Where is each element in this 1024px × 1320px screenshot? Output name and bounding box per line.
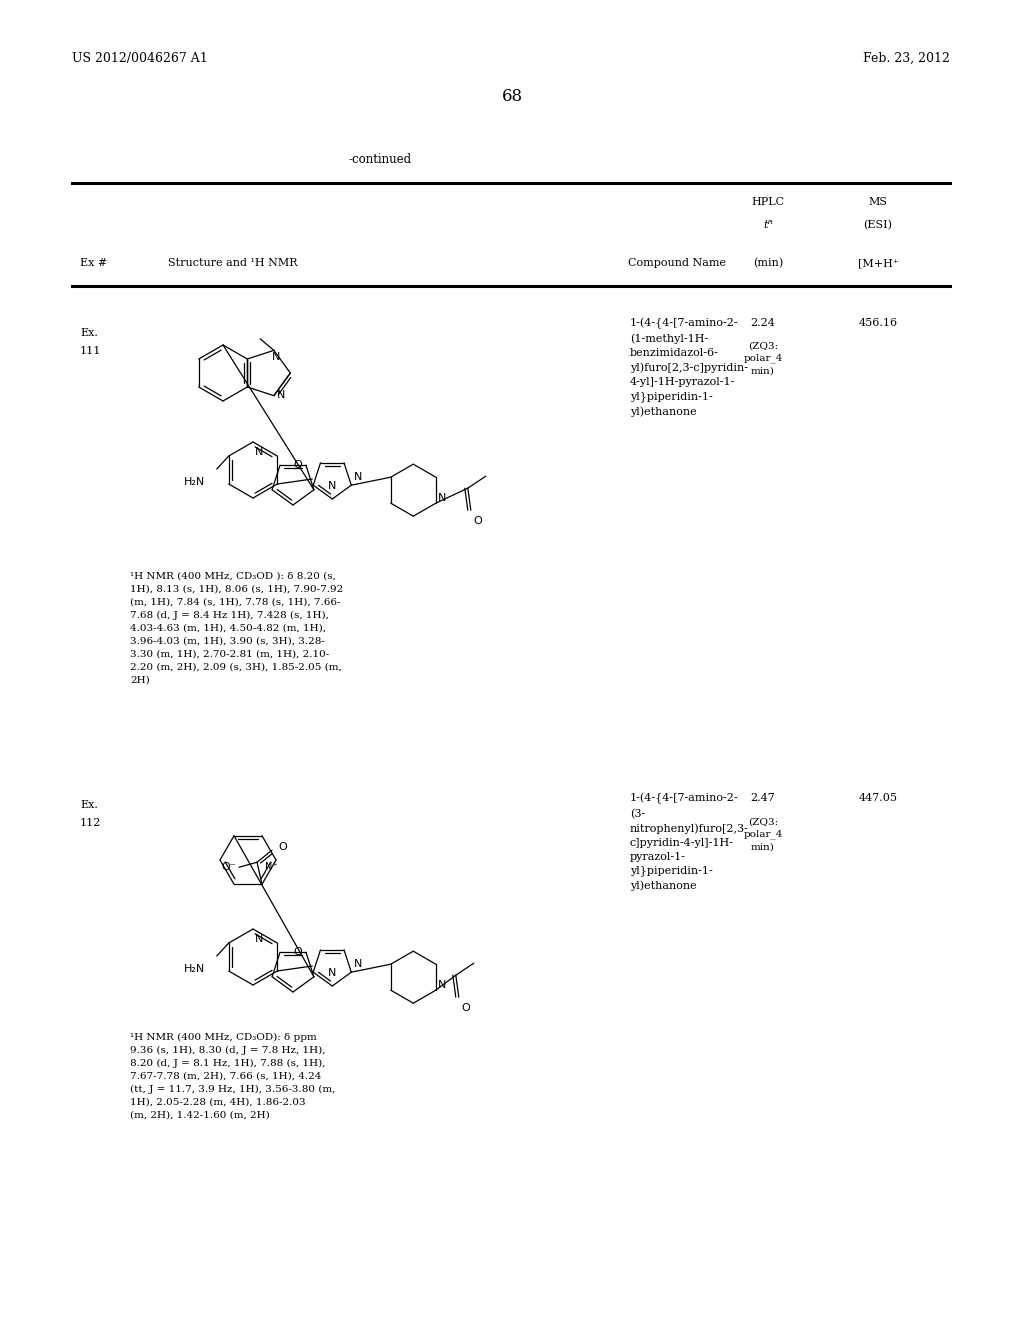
Text: 1-(4-{4-[7-amino-2-
(1-methyl-1H-
benzimidazol-6-
yl)furo[2,3-c]pyridin-
4-yl]-1: 1-(4-{4-[7-amino-2- (1-methyl-1H- benzim… [630, 318, 748, 417]
Text: HPLC: HPLC [752, 197, 784, 207]
Text: [M+H⁺: [M+H⁺ [858, 257, 898, 268]
Text: 2H): 2H) [130, 676, 150, 685]
Text: 456.16: 456.16 [858, 318, 898, 327]
Text: 1H), 2.05-2.28 (m, 4H), 1.86-2.03: 1H), 2.05-2.28 (m, 4H), 1.86-2.03 [130, 1098, 305, 1107]
Text: N: N [255, 447, 263, 457]
Text: -continued: -continued [348, 153, 412, 166]
Text: 111: 111 [80, 346, 101, 356]
Text: tᴿ: tᴿ [763, 220, 773, 230]
Text: N: N [255, 935, 263, 944]
Text: Ex.: Ex. [80, 327, 98, 338]
Text: N: N [438, 981, 446, 990]
Text: 1-(4-{4-[7-amino-2-
(3-
nitrophenyl)furo[2,3-
c]pyridin-4-yl]-1H-
pyrazol-1-
yl}: 1-(4-{4-[7-amino-2- (3- nitrophenyl)furo… [630, 793, 749, 891]
Text: N: N [354, 473, 362, 482]
Text: N: N [438, 494, 446, 503]
Text: 1H), 8.13 (s, 1H), 8.06 (s, 1H), 7.90-7.92: 1H), 8.13 (s, 1H), 8.06 (s, 1H), 7.90-7.… [130, 585, 343, 594]
Text: O: O [293, 948, 302, 957]
Text: N: N [271, 352, 281, 363]
Text: (tt, J = 11.7, 3.9 Hz, 1H), 3.56-3.80 (m,: (tt, J = 11.7, 3.9 Hz, 1H), 3.56-3.80 (m… [130, 1085, 336, 1094]
Text: (m, 2H), 1.42-1.60 (m, 2H): (m, 2H), 1.42-1.60 (m, 2H) [130, 1111, 269, 1119]
Text: MS: MS [868, 197, 888, 207]
Text: 112: 112 [80, 818, 101, 828]
Text: O: O [278, 842, 287, 853]
Text: O⁻: O⁻ [221, 862, 236, 873]
Text: N⁺: N⁺ [265, 862, 278, 873]
Text: Ex #: Ex # [80, 257, 108, 268]
Text: 2.20 (m, 2H), 2.09 (s, 3H), 1.85-2.05 (m,: 2.20 (m, 2H), 2.09 (s, 3H), 1.85-2.05 (m… [130, 663, 342, 672]
Text: Ex.: Ex. [80, 800, 98, 810]
Text: 4.03-4.63 (m, 1H), 4.50-4.82 (m, 1H),: 4.03-4.63 (m, 1H), 4.50-4.82 (m, 1H), [130, 624, 326, 634]
Text: 68: 68 [502, 88, 522, 106]
Text: 447.05: 447.05 [858, 793, 897, 803]
Text: N: N [276, 389, 286, 400]
Text: O: O [474, 516, 482, 527]
Text: 8.20 (d, J = 8.1 Hz, 1H), 7.88 (s, 1H),: 8.20 (d, J = 8.1 Hz, 1H), 7.88 (s, 1H), [130, 1059, 326, 1068]
Text: 7.67-7.78 (m, 2H), 7.66 (s, 1H), 4.24: 7.67-7.78 (m, 2H), 7.66 (s, 1H), 4.24 [130, 1072, 322, 1081]
Text: ¹H NMR (400 MHz, CD₃OD): δ ppm: ¹H NMR (400 MHz, CD₃OD): δ ppm [130, 1034, 316, 1041]
Text: (ZQ3:
polar_4
min): (ZQ3: polar_4 min) [743, 818, 782, 851]
Text: ¹H NMR (400 MHz, CD₃OD ): δ 8.20 (s,: ¹H NMR (400 MHz, CD₃OD ): δ 8.20 (s, [130, 572, 336, 581]
Text: H₂N: H₂N [183, 964, 205, 974]
Text: N: N [328, 480, 337, 491]
Text: 3.30 (m, 1H), 2.70-2.81 (m, 1H), 2.10-: 3.30 (m, 1H), 2.70-2.81 (m, 1H), 2.10- [130, 649, 330, 659]
Text: (m, 1H), 7.84 (s, 1H), 7.78 (s, 1H), 7.66-: (m, 1H), 7.84 (s, 1H), 7.78 (s, 1H), 7.6… [130, 598, 341, 607]
Text: O: O [293, 461, 302, 470]
Text: H₂N: H₂N [183, 477, 205, 487]
Text: (min): (min) [753, 257, 783, 268]
Text: 2.47: 2.47 [751, 793, 775, 803]
Text: O: O [462, 1003, 471, 1014]
Text: (ZQ3:
polar_4
min): (ZQ3: polar_4 min) [743, 342, 782, 375]
Text: 7.68 (d, J = 8.4 Hz 1H), 7.428 (s, 1H),: 7.68 (d, J = 8.4 Hz 1H), 7.428 (s, 1H), [130, 611, 329, 620]
Text: (ESI): (ESI) [863, 220, 893, 230]
Text: Structure and ¹H NMR: Structure and ¹H NMR [168, 257, 298, 268]
Text: N: N [354, 960, 362, 969]
Text: 2.24: 2.24 [751, 318, 775, 327]
Text: Compound Name: Compound Name [628, 257, 726, 268]
Text: 9.36 (s, 1H), 8.30 (d, J = 7.8 Hz, 1H),: 9.36 (s, 1H), 8.30 (d, J = 7.8 Hz, 1H), [130, 1045, 326, 1055]
Text: US 2012/0046267 A1: US 2012/0046267 A1 [72, 51, 208, 65]
Text: N: N [328, 968, 337, 978]
Text: 3.96-4.03 (m, 1H), 3.90 (s, 3H), 3.28-: 3.96-4.03 (m, 1H), 3.90 (s, 3H), 3.28- [130, 638, 325, 645]
Text: Feb. 23, 2012: Feb. 23, 2012 [863, 51, 950, 65]
